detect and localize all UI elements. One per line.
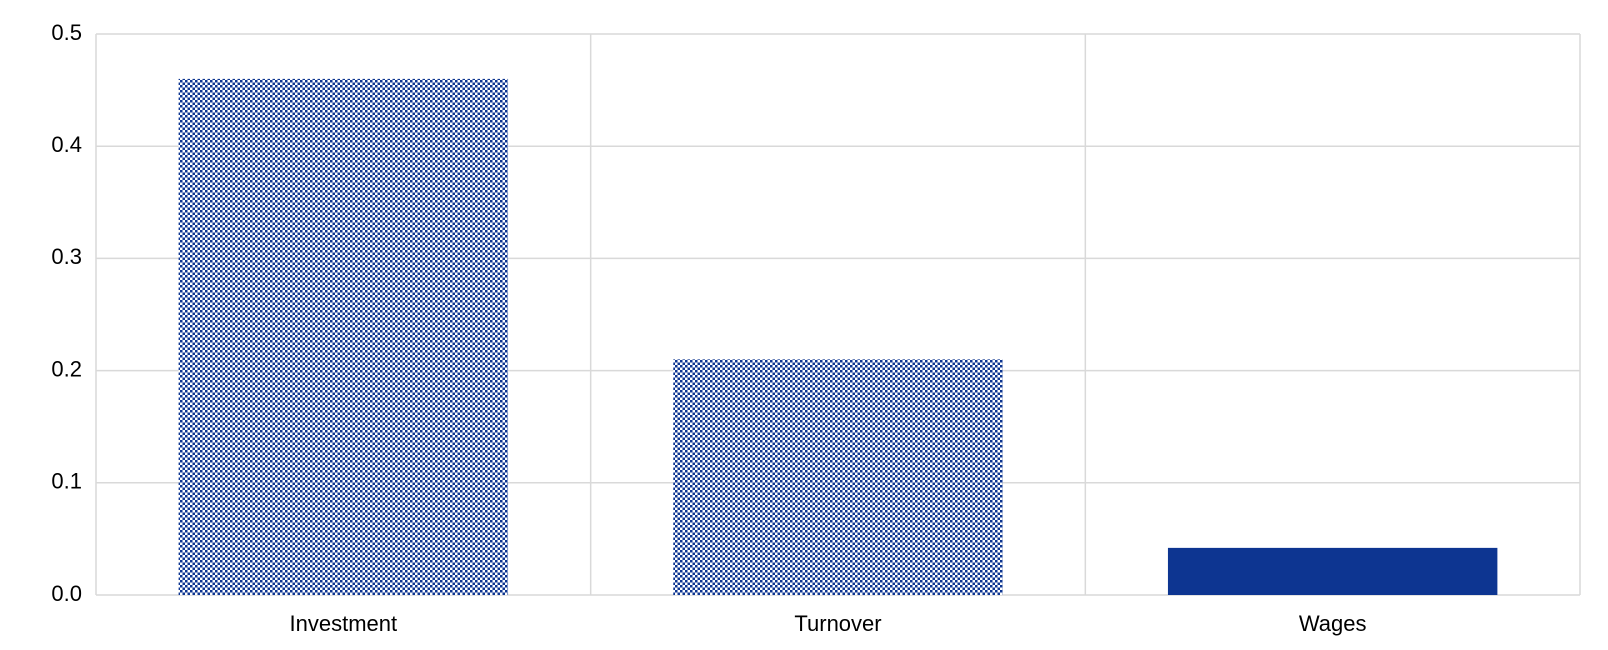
x-tick-label: Turnover [794, 611, 881, 636]
x-tick-label: Wages [1299, 611, 1367, 636]
y-tick-label: 0.5 [51, 20, 82, 45]
y-tick-label: 0.2 [51, 356, 82, 381]
bar [673, 359, 1003, 595]
bar [178, 78, 509, 595]
y-tick-label: 0.0 [51, 581, 82, 606]
bar [1167, 547, 1498, 595]
x-tick-label: Investment [290, 611, 398, 636]
y-tick-label: 0.4 [51, 132, 82, 157]
y-tick-label: 0.1 [51, 469, 82, 494]
y-tick-label: 0.3 [51, 244, 82, 269]
